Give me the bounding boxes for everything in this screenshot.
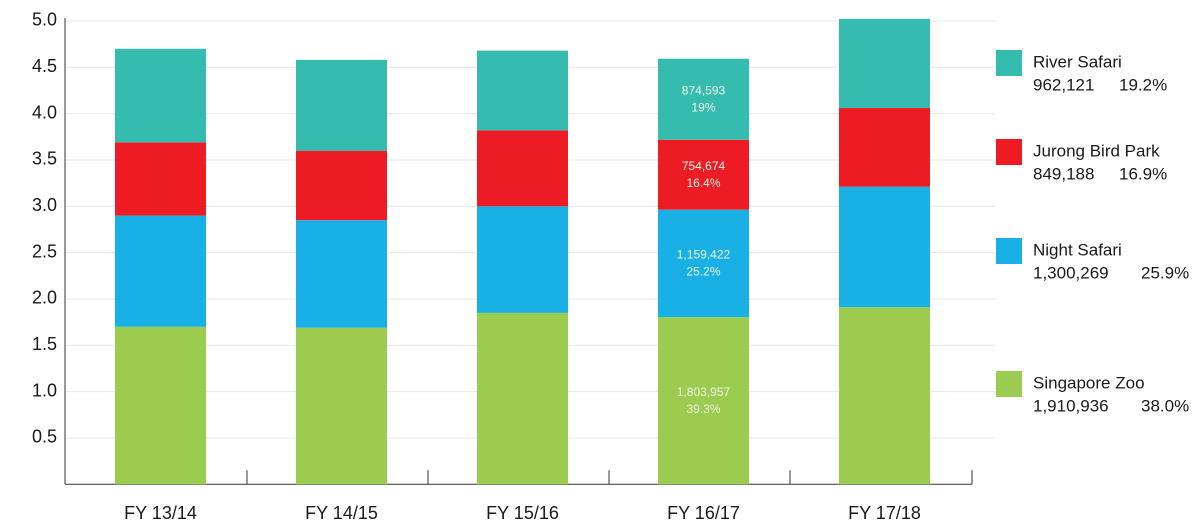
y-tick-label: 2.0 — [32, 288, 57, 308]
data-label: 1,159,422 — [677, 248, 731, 262]
legend-swatch — [996, 238, 1022, 264]
x-tick-label: FY 13/14 — [124, 503, 197, 523]
legend-label: River Safari — [1033, 52, 1122, 71]
data-label: 16.4% — [686, 176, 720, 190]
bar-segment — [477, 50, 568, 131]
legend-value: 1,910,936 — [1033, 396, 1109, 415]
bar-segment — [477, 312, 568, 485]
bar-segment — [115, 142, 206, 216]
x-tick-label: FY 15/16 — [486, 503, 559, 523]
bar-segment — [115, 48, 206, 143]
bar-segment — [477, 206, 568, 313]
legend-swatch — [996, 139, 1022, 165]
bar-segment — [296, 220, 387, 328]
y-tick-label: 1.0 — [32, 380, 57, 400]
legend-share: 25.9% — [1141, 263, 1189, 282]
bar-segment — [658, 58, 749, 140]
bar-segment — [839, 186, 930, 308]
bar-segment — [839, 108, 930, 187]
bar-segment — [477, 130, 568, 207]
y-tick-label: 5.0 — [32, 10, 57, 30]
data-label: 874,593 — [682, 83, 726, 97]
bar-segment — [296, 327, 387, 485]
legend-value: 1,300,269 — [1033, 263, 1109, 282]
bar-segment — [115, 215, 206, 327]
data-label: 39.3% — [686, 402, 720, 416]
legend-swatch — [996, 50, 1022, 76]
y-tick-label: 0.5 — [32, 427, 57, 447]
legend-share: 16.9% — [1119, 164, 1167, 183]
bar-segment — [839, 18, 930, 109]
x-tick-label: FY 14/15 — [305, 503, 378, 523]
data-label: 754,674 — [682, 159, 726, 173]
bar-segment — [839, 307, 930, 485]
legend-label: Singapore Zoo — [1033, 373, 1145, 392]
bar-segment — [658, 139, 749, 210]
legend-label: Night Safari — [1033, 240, 1122, 259]
legend-swatch — [996, 371, 1022, 397]
bar-segment — [296, 150, 387, 221]
legend-label: Jurong Bird Park — [1033, 141, 1160, 160]
y-tick-label: 3.5 — [32, 149, 57, 169]
bar-segment — [296, 59, 387, 151]
legend-share: 19.2% — [1119, 75, 1167, 94]
y-tick-label: 3.0 — [32, 195, 57, 215]
x-tick-label: FY 17/18 — [848, 503, 921, 523]
data-label: 19% — [691, 100, 715, 114]
data-label: 25.2% — [686, 265, 720, 279]
y-tick-label: 1.5 — [32, 334, 57, 354]
y-tick-label: 2.5 — [32, 241, 57, 261]
bar-segment — [115, 326, 206, 485]
x-tick-label: FY 16/17 — [667, 503, 740, 523]
legend-value: 962,121 — [1033, 75, 1094, 94]
legend-share: 38.0% — [1141, 396, 1189, 415]
bar-segment — [658, 317, 749, 485]
data-label: 1,803,957 — [677, 385, 731, 399]
y-tick-label: 4.0 — [32, 102, 57, 122]
y-tick-label: 4.5 — [32, 56, 57, 76]
bar-segment — [658, 209, 749, 318]
legend-value: 849,188 — [1033, 164, 1094, 183]
